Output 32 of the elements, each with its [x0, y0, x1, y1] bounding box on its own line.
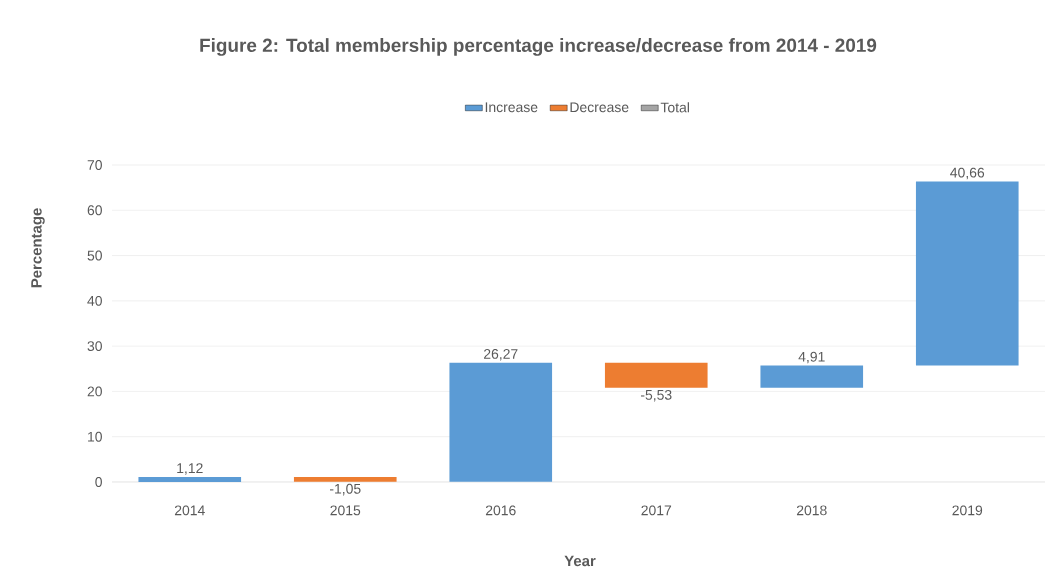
y-tick-label: 40 — [87, 295, 102, 306]
x-tick-label: 2018 — [796, 505, 827, 516]
x-tick-label: 2017 — [641, 505, 672, 516]
bar — [915, 181, 1019, 366]
y-axis-title: Percentage — [31, 208, 45, 288]
y-tick-label: 30 — [87, 341, 102, 352]
legend-label: Total — [660, 102, 689, 113]
data-label: 40,66 — [950, 167, 985, 180]
x-axis-title: Year — [564, 555, 596, 567]
data-label: 4,91 — [798, 351, 825, 364]
data-label: -1,05 — [329, 483, 361, 496]
data-label: 26,27 — [484, 348, 518, 361]
x-tick-label: 2019 — [952, 505, 983, 516]
bar — [449, 362, 553, 482]
x-tick-label: 2015 — [330, 505, 361, 516]
y-tick-label: 50 — [87, 250, 102, 261]
bar — [604, 362, 708, 388]
x-tick-label: 2014 — [174, 505, 205, 516]
y-tick-label: 70 — [87, 160, 102, 170]
data-label: 1,12 — [177, 463, 203, 475]
y-tick-label: 60 — [87, 205, 102, 216]
bar — [760, 365, 864, 388]
x-tick-label: 2016 — [485, 505, 516, 516]
y-tick-label: 10 — [88, 431, 102, 442]
y-tick-label: 0 — [95, 477, 102, 487]
y-tick-label: 20 — [87, 386, 102, 397]
chart-title: Figure 2: Total membership percentage increase/decrease from 2014 - 2019 — [200, 38, 877, 56]
legend-label: Increase — [485, 102, 538, 113]
data-label: -5,53 — [640, 389, 672, 402]
bar — [138, 476, 242, 482]
legend-label: Decrease — [570, 102, 629, 113]
bar — [293, 476, 397, 482]
